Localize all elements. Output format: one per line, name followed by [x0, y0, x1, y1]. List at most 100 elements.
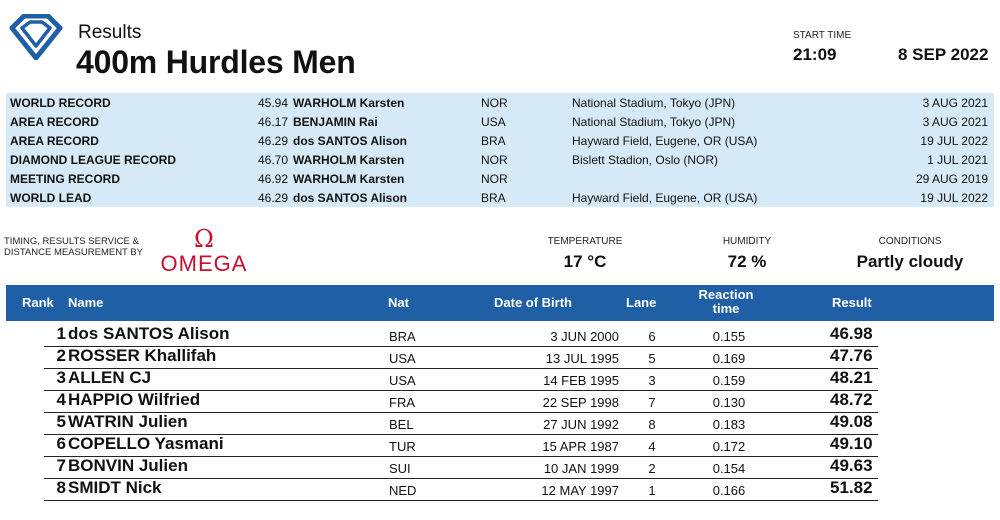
nationality: TUR — [389, 439, 416, 454]
reaction-time: 0.154 — [712, 461, 746, 476]
record-nat: NOR — [481, 172, 508, 186]
rank: 5 — [56, 412, 66, 431]
col-header-result: Result — [832, 295, 872, 310]
temperature-label: TEMPERATURE — [547, 236, 623, 247]
col-header-nat: Nat — [388, 295, 409, 310]
omega-wordmark: OMEGA — [161, 251, 248, 274]
result: 49.63 — [830, 456, 873, 475]
rank: 8 — [56, 478, 66, 497]
athlete-name: ROSSER Khallifah — [68, 346, 217, 365]
result: 49.08 — [830, 412, 873, 431]
nationality: USA — [389, 373, 416, 388]
conditions-value: Partly cloudy — [856, 252, 964, 271]
col-header-lane: Lane — [626, 295, 657, 310]
record-holder: BENJAMIN Rai — [293, 115, 378, 129]
record-holder: WARHOLM Karsten — [293, 96, 405, 110]
rank: 2 — [56, 346, 66, 365]
table-row: 7 BONVIN Julien SUI 10 JAN 1999 2 0.154 … — [44, 456, 878, 479]
nationality: NED — [389, 483, 417, 498]
record-nat: USA — [481, 115, 506, 129]
record-date: 29 AUG 2019 — [915, 172, 988, 186]
omega-symbol: Ω — [194, 226, 214, 253]
record-date: 1 JUL 2021 — [927, 153, 988, 167]
record-mark: 46.29 — [257, 134, 288, 148]
athlete-name: ALLEN CJ — [68, 368, 152, 387]
record-date: 3 AUG 2021 — [922, 115, 988, 129]
record-mark: 46.70 — [257, 153, 288, 167]
nationality: SUI — [389, 461, 411, 476]
nationality: FRA — [389, 395, 415, 410]
col-header-rank: Rank — [22, 295, 54, 310]
record-type: MEETING RECORD — [10, 172, 121, 186]
table-row: 4 HAPPIO Wilfried FRA 22 SEP 1998 7 0.13… — [44, 390, 878, 413]
record-venue: Hayward Field, Eugene, OR (USA) — [572, 134, 758, 148]
record-holder: dos SANTOS Alison — [293, 191, 408, 205]
date-of-birth: 14 FEB 1995 — [543, 373, 619, 388]
record-type: AREA RECORD — [10, 134, 99, 148]
record-row: DIAMOND LEAGUE RECORD 46.70 WARHOLM Kars… — [6, 151, 994, 170]
nationality: BEL — [389, 417, 414, 432]
rank: 7 — [56, 456, 66, 475]
col-header-reaction-line1: Reaction — [698, 287, 754, 302]
result: 49.10 — [830, 434, 873, 453]
results-table-header: Rank Name Nat Date of Birth Lane Reactio… — [6, 285, 994, 321]
nationality: BRA — [389, 329, 416, 344]
event-date: 8 SEP 2022 — [898, 45, 989, 64]
date-of-birth: 15 APR 1987 — [542, 439, 619, 454]
omega-logo-icon: Ω OMEGA — [161, 226, 248, 274]
col-header-reaction-line2: time — [712, 301, 740, 316]
reaction-time: 0.169 — [712, 351, 746, 366]
record-nat: NOR — [481, 96, 508, 110]
athlete-name: SMIDT Nick — [68, 478, 162, 497]
rank: 1 — [56, 324, 66, 343]
col-header-dob: Date of Birth — [494, 295, 572, 310]
lane: 1 — [648, 483, 656, 498]
record-mark: 45.94 — [257, 96, 288, 110]
reaction-time: 0.166 — [712, 483, 746, 498]
record-mark: 46.92 — [257, 172, 288, 186]
col-header-name: Name — [68, 295, 104, 310]
records-table: WORLD RECORD 45.94 WARHOLM Karsten NOR N… — [6, 93, 994, 207]
result: 51.82 — [830, 478, 873, 497]
record-venue: National Stadium, Tokyo (JPN) — [572, 96, 736, 110]
col-header-reaction: Reaction time — [691, 288, 761, 316]
result: 46.98 — [830, 324, 873, 343]
table-row: 5 WATRIN Julien BEL 27 JUN 1992 8 0.183 … — [44, 412, 878, 435]
table-row: 8 SMIDT Nick NED 12 MAY 1997 1 0.166 51.… — [44, 478, 878, 501]
lane: 8 — [648, 417, 656, 432]
results-subtitle: Results — [78, 22, 142, 43]
conditions-label: CONDITIONS — [878, 236, 942, 247]
record-type: DIAMOND LEAGUE RECORD — [10, 153, 177, 167]
record-date: 19 JUL 2022 — [920, 191, 988, 205]
humidity-value: 72 % — [727, 252, 767, 271]
record-mark: 46.29 — [257, 191, 288, 205]
date-of-birth: 3 JUN 2000 — [550, 329, 619, 344]
date-of-birth: 27 JUN 1992 — [543, 417, 619, 432]
date-of-birth: 22 SEP 1998 — [542, 395, 619, 410]
lane: 5 — [648, 351, 656, 366]
timing-credit-line2: DISTANCE MEASUREMENT BY — [4, 247, 144, 258]
record-row: WORLD LEAD 46.29 dos SANTOS Alison BRA H… — [6, 189, 994, 208]
reaction-time: 0.183 — [712, 417, 746, 432]
date-of-birth: 12 MAY 1997 — [541, 483, 619, 498]
humidity-label: HUMIDITY — [722, 236, 772, 247]
athlete-name: COPELLO Yasmani — [68, 434, 224, 453]
table-row: 6 COPELLO Yasmani TUR 15 APR 1987 4 0.17… — [44, 434, 878, 457]
record-row: WORLD RECORD 45.94 WARHOLM Karsten NOR N… — [6, 94, 994, 113]
timing-credit-line1: TIMING, RESULTS SERVICE & — [4, 236, 139, 247]
record-row: MEETING RECORD 46.92 WARHOLM Karsten NOR… — [6, 170, 994, 189]
diamond-league-logo-icon — [9, 14, 63, 60]
record-nat: NOR — [481, 153, 508, 167]
record-nat: BRA — [481, 134, 506, 148]
athlete-name: HAPPIO Wilfried — [68, 390, 201, 409]
record-venue: Hayward Field, Eugene, OR (USA) — [572, 191, 758, 205]
rank: 4 — [56, 390, 66, 409]
timing-credit: TIMING, RESULTS SERVICE & DISTANCE MEASU… — [4, 236, 143, 258]
reaction-time: 0.130 — [712, 395, 746, 410]
lane: 3 — [648, 373, 656, 388]
reaction-time: 0.172 — [712, 439, 746, 454]
start-time-label: START TIME — [793, 30, 852, 41]
record-date: 3 AUG 2021 — [922, 96, 988, 110]
date-of-birth: 13 JUL 1995 — [545, 351, 619, 366]
record-mark: 46.17 — [257, 115, 288, 129]
